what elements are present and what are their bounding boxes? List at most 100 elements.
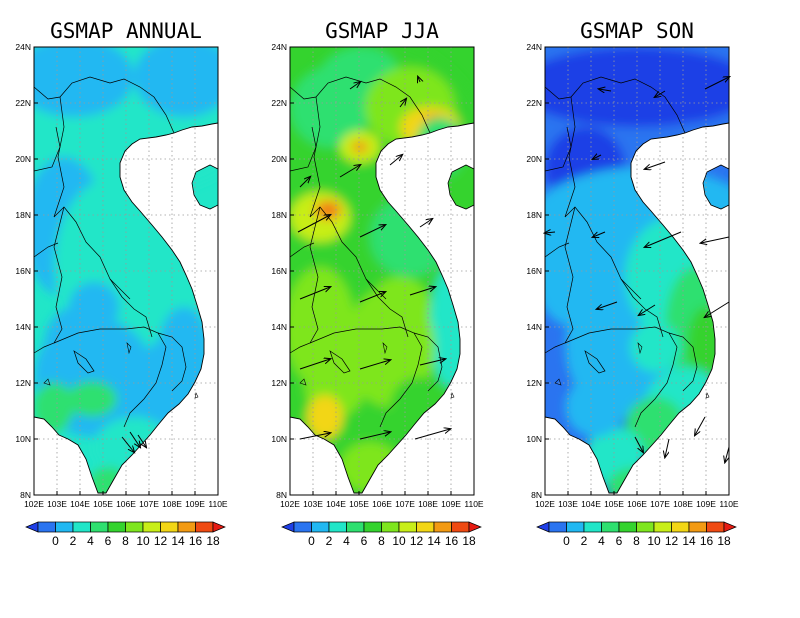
colorbar-segment — [55, 521, 74, 533]
lat-tick-label: 22N — [15, 98, 31, 108]
colorbar-label: 2 — [581, 534, 588, 548]
lon-tick-label: 105E — [604, 499, 624, 509]
colorbar-segment — [398, 521, 417, 533]
lon-tick-label: 110E — [208, 499, 228, 509]
wind-arrow — [645, 161, 666, 169]
wind-arrow — [545, 232, 556, 233]
wind-arrow — [418, 77, 420, 82]
colorbar-low-arrow — [281, 521, 295, 533]
lat-tick-label: 20N — [526, 154, 542, 164]
lon-tick-label: 103E — [558, 499, 578, 509]
lon-tick-label: 104E — [581, 499, 601, 509]
colorbar-label: 0 — [563, 534, 570, 548]
rain-contour — [134, 47, 218, 117]
colorbar-label: 12 — [665, 534, 679, 548]
colorbar-segment — [451, 521, 470, 533]
country-border — [33, 206, 65, 354]
colorbar-segment — [107, 521, 126, 533]
panel-annual: GSMAP ANNUAL 8N10N12N14N16N18N20N22N24N … — [15, 19, 228, 548]
country-border — [309, 96, 409, 338]
colorbar-segment — [548, 521, 567, 533]
colorbar-segment — [653, 521, 672, 533]
colorbar-segment — [433, 521, 452, 533]
colorbar-low-arrow — [25, 521, 39, 533]
wind-arrow — [339, 165, 360, 178]
wind-arrow — [299, 359, 330, 370]
country-border — [33, 126, 61, 172]
colorbar-label: 0 — [52, 534, 59, 548]
colorbar-label: 16 — [189, 534, 203, 548]
lon-tick-label: 110E — [719, 499, 739, 509]
wind-arrow — [359, 292, 385, 303]
lat-tick-label: 10N — [526, 434, 542, 444]
colorbar-segment — [125, 521, 144, 533]
country-border — [53, 326, 167, 428]
wind-arrow — [665, 438, 670, 457]
lon-tick-label: 108E — [673, 499, 693, 509]
colorbar-high-arrow — [468, 521, 482, 533]
lat-tick-label: 22N — [271, 98, 287, 108]
colorbar-segment — [601, 521, 620, 533]
lat-tick-label: 22N — [526, 98, 542, 108]
colorbar-label: 12 — [154, 534, 168, 548]
colorbar-segment — [636, 521, 655, 533]
lon-tick-label: 103E — [303, 499, 323, 509]
country-border — [668, 332, 698, 392]
wind-arrow — [137, 434, 146, 447]
longitude-labels: 102E 103E 104E 105E 106E 107E 108E 109E 110E — [280, 491, 484, 509]
wind-arrow — [593, 231, 606, 237]
colorbar-label: 8 — [378, 534, 385, 548]
country-border — [289, 242, 315, 258]
lat-tick-label: 10N — [271, 434, 287, 444]
colorbar-label: 4 — [598, 534, 605, 548]
lat-tick-label: 18N — [15, 210, 31, 220]
colorbar: 0 2 4 6 8 10 12 14 16 18 — [536, 521, 737, 548]
country-border — [309, 326, 423, 428]
map-area — [545, 47, 729, 495]
gridlines — [290, 47, 474, 495]
colorbar-label: 14 — [682, 534, 696, 548]
wind-arrow — [597, 301, 618, 309]
lat-tick-label: 20N — [271, 154, 287, 164]
colorbar-segment — [160, 521, 179, 533]
lon-tick-label: 106E — [372, 499, 392, 509]
lat-tick-label: 8N — [276, 490, 287, 500]
country-border — [289, 206, 321, 354]
wind-arrow — [695, 416, 706, 435]
colorbar-label: 18 — [717, 534, 731, 548]
colorbar-segment — [311, 521, 330, 533]
colorbar-label: 4 — [343, 534, 350, 548]
wind-arrow — [725, 446, 730, 462]
colorbar-high-arrow — [212, 521, 226, 533]
lon-tick-label: 107E — [139, 499, 159, 509]
wind-arrow — [359, 225, 385, 238]
country-border — [109, 278, 131, 300]
lat-tick-label: 24N — [271, 42, 287, 52]
wind-arrow — [701, 236, 730, 243]
colorbar-label: 4 — [87, 534, 94, 548]
colorbar-label: 6 — [361, 534, 368, 548]
lat-tick-label: 16N — [271, 266, 287, 276]
wind-arrow — [399, 99, 406, 108]
colorbar-segment — [363, 521, 382, 533]
colorbar-label: 10 — [136, 534, 150, 548]
rain-contour — [370, 277, 430, 337]
colorbar-segment — [671, 521, 690, 533]
wind-arrow — [359, 360, 390, 370]
colorbar-segment — [618, 521, 637, 533]
colorbar-segment — [293, 521, 312, 533]
rain-contour — [69, 282, 119, 332]
colorbar-label: 6 — [105, 534, 112, 548]
latitude-labels: 8N 10N 12N 14N 16N 18N 20N 22N 24N — [526, 42, 549, 500]
colorbar-segment — [37, 521, 56, 533]
wind-arrow — [704, 77, 729, 90]
rain-contour — [323, 206, 333, 214]
country-border — [289, 76, 431, 134]
lat-tick-label: 8N — [531, 490, 542, 500]
colorbar: 0 2 4 6 8 10 12 14 16 18 — [25, 521, 226, 548]
lat-tick-label: 18N — [526, 210, 542, 220]
wind-arrow — [389, 155, 402, 166]
